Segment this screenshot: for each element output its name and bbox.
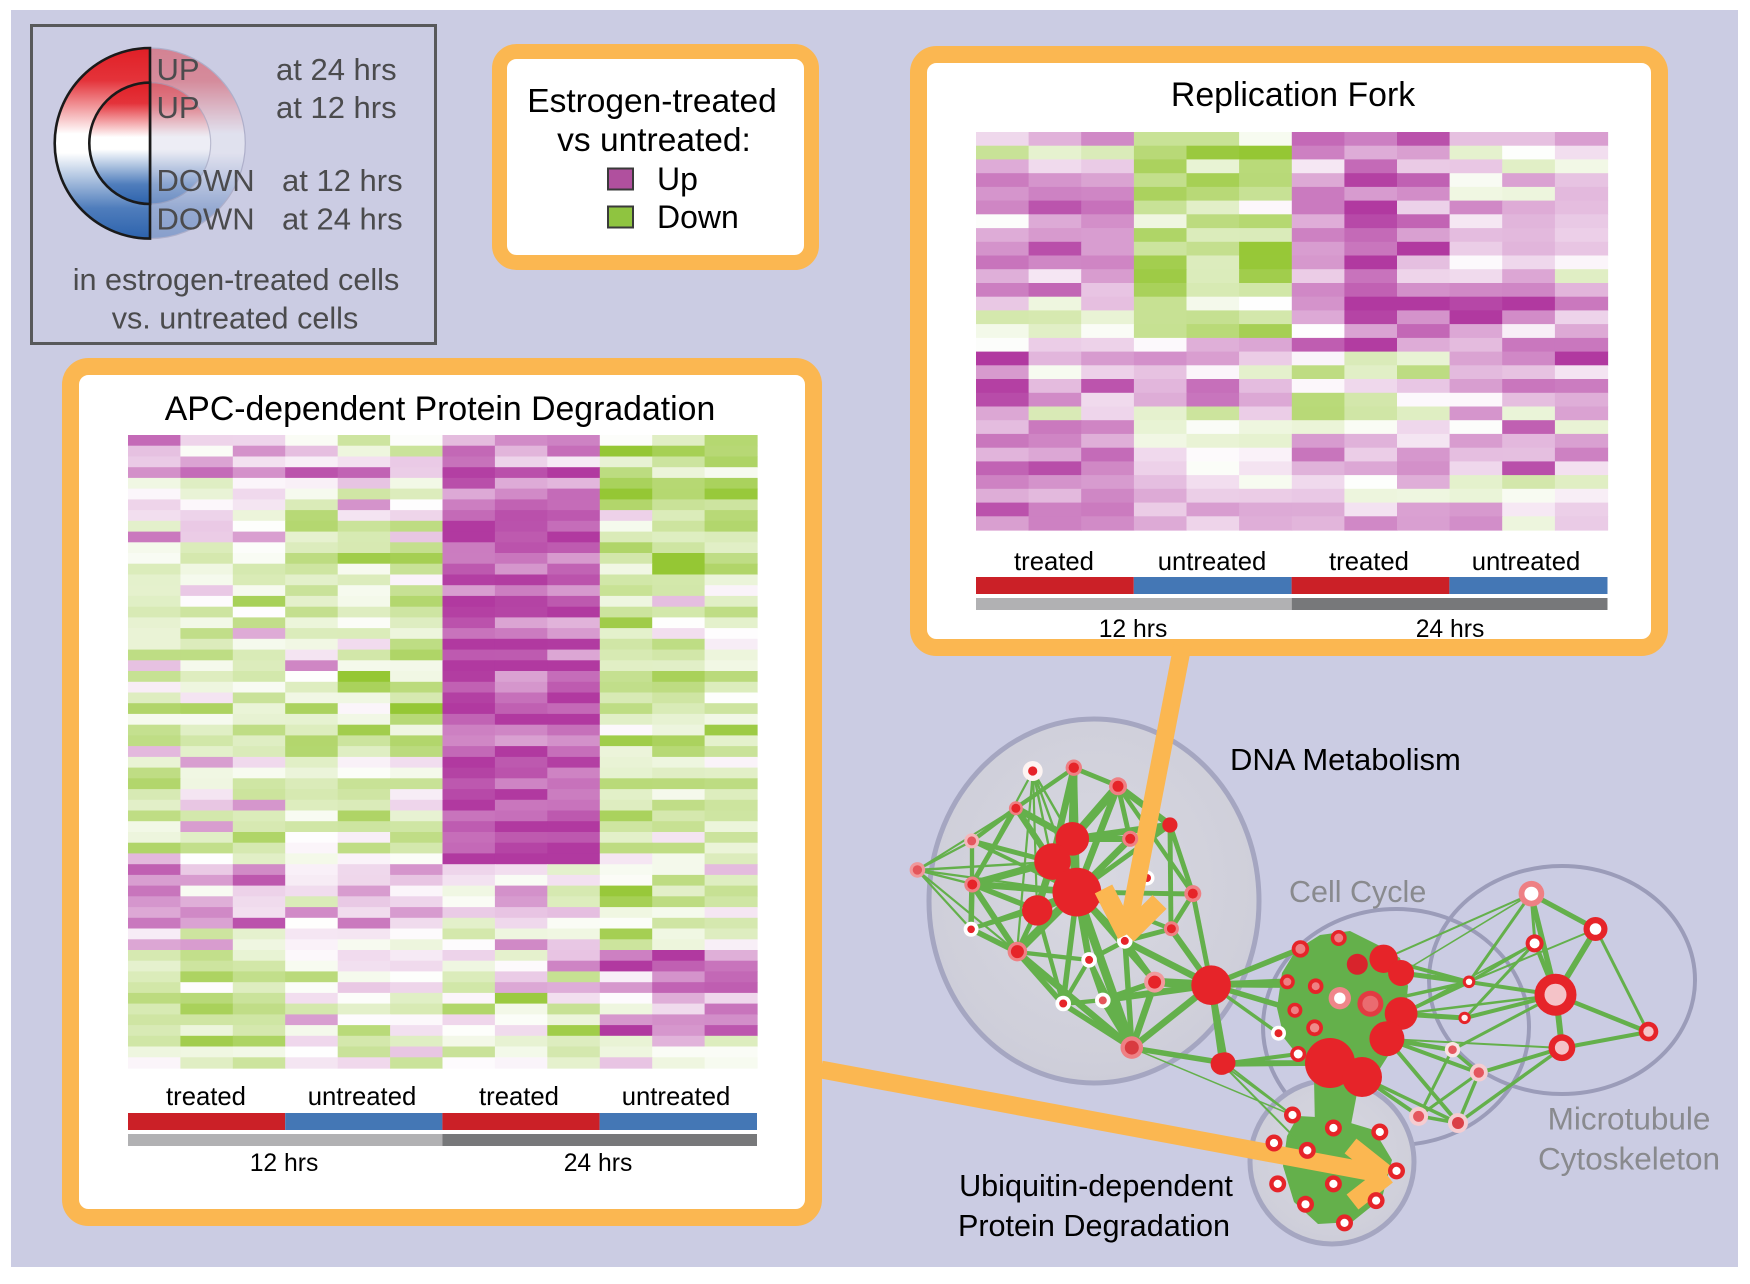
svg-text:Down: Down (657, 199, 739, 235)
svg-text:at 24 hrs: at 24 hrs (276, 52, 397, 87)
svg-text:24 hrs: 24 hrs (564, 1150, 633, 1177)
svg-text:untreated: untreated (308, 1083, 417, 1111)
svg-text:treated: treated (166, 1083, 246, 1111)
svg-text:untreated: untreated (1158, 548, 1267, 576)
svg-text:Estrogen-treated: Estrogen-treated (527, 83, 777, 120)
svg-text:untreated: untreated (622, 1083, 731, 1111)
svg-text:Protein Degradation: Protein Degradation (958, 1209, 1230, 1243)
svg-text:Microtubule: Microtubule (1548, 1101, 1711, 1137)
svg-text:Up: Up (657, 161, 698, 197)
svg-text:at 12 hrs: at 12 hrs (282, 163, 403, 198)
svg-text:UP: UP (157, 52, 200, 87)
svg-text:untreated: untreated (1472, 548, 1581, 576)
svg-text:DNA Metabolism: DNA Metabolism (1230, 742, 1461, 777)
svg-text:vs. untreated cells: vs. untreated cells (112, 302, 359, 336)
svg-text:Replication Fork: Replication Fork (1171, 76, 1415, 114)
svg-text:DOWN: DOWN (157, 202, 255, 237)
svg-text:Ubiquitin-dependent: Ubiquitin-dependent (959, 1169, 1233, 1203)
svg-text:12 hrs: 12 hrs (250, 1150, 319, 1177)
svg-text:treated: treated (479, 1083, 559, 1111)
svg-text:APC-dependent Protein Degradat: APC-dependent Protein Degradation (165, 390, 716, 428)
svg-text:DOWN: DOWN (157, 163, 255, 198)
svg-text:Cytoskeleton: Cytoskeleton (1538, 1141, 1720, 1177)
svg-text:12 hrs: 12 hrs (1099, 616, 1168, 643)
svg-text:vs untreated:: vs untreated: (557, 122, 751, 159)
svg-text:in estrogen-treated cells: in estrogen-treated cells (73, 263, 400, 297)
svg-text:Cell Cycle: Cell Cycle (1289, 875, 1426, 909)
svg-text:treated: treated (1329, 548, 1409, 576)
svg-text:at 24 hrs: at 24 hrs (282, 202, 403, 237)
svg-text:at 12 hrs: at 12 hrs (276, 90, 397, 125)
svg-text:treated: treated (1014, 548, 1094, 576)
svg-text:UP: UP (157, 90, 200, 125)
svg-text:24 hrs: 24 hrs (1416, 616, 1485, 643)
